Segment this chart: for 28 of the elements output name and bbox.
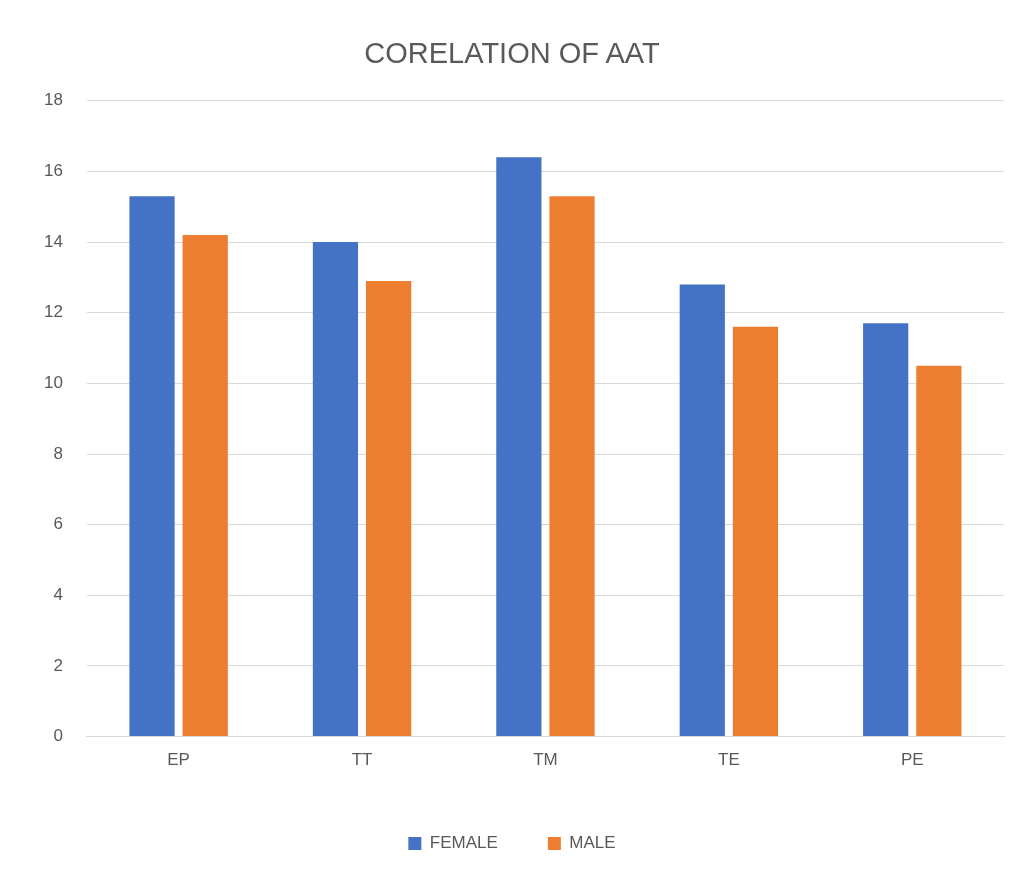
bar bbox=[312, 242, 359, 737]
y-tick-label: 12 bbox=[43, 302, 63, 322]
y-tick-label: 14 bbox=[43, 231, 63, 251]
bar bbox=[732, 326, 779, 737]
x-tick-label: PE bbox=[900, 750, 924, 770]
y-tick-label: 16 bbox=[43, 161, 63, 181]
bar bbox=[496, 157, 542, 737]
y-tick-label: 0 bbox=[53, 726, 63, 746]
y-tick-label: 4 bbox=[53, 585, 63, 604]
bar bbox=[366, 280, 412, 737]
x-tick-label: TE bbox=[718, 750, 740, 770]
bar bbox=[916, 365, 962, 737]
bar bbox=[549, 196, 595, 737]
legend-label: FEMALE bbox=[429, 833, 498, 853]
y-tick-label: 2 bbox=[53, 655, 63, 675]
x-tick-label: TT bbox=[351, 750, 373, 770]
bar bbox=[129, 196, 175, 737]
bar bbox=[863, 323, 909, 737]
bar bbox=[679, 284, 725, 737]
bar bbox=[182, 235, 228, 737]
y-tick-label: 18 bbox=[43, 90, 63, 110]
y-tick-label: 6 bbox=[53, 514, 63, 534]
y-tick-label: 8 bbox=[53, 443, 63, 463]
chart-title: CORELATION OF AAT bbox=[364, 37, 660, 70]
legend-label: MALE bbox=[569, 833, 616, 853]
x-tick-label: TM bbox=[533, 750, 558, 770]
y-tick-label: 10 bbox=[43, 373, 63, 393]
x-tick-label: EP bbox=[167, 750, 190, 770]
